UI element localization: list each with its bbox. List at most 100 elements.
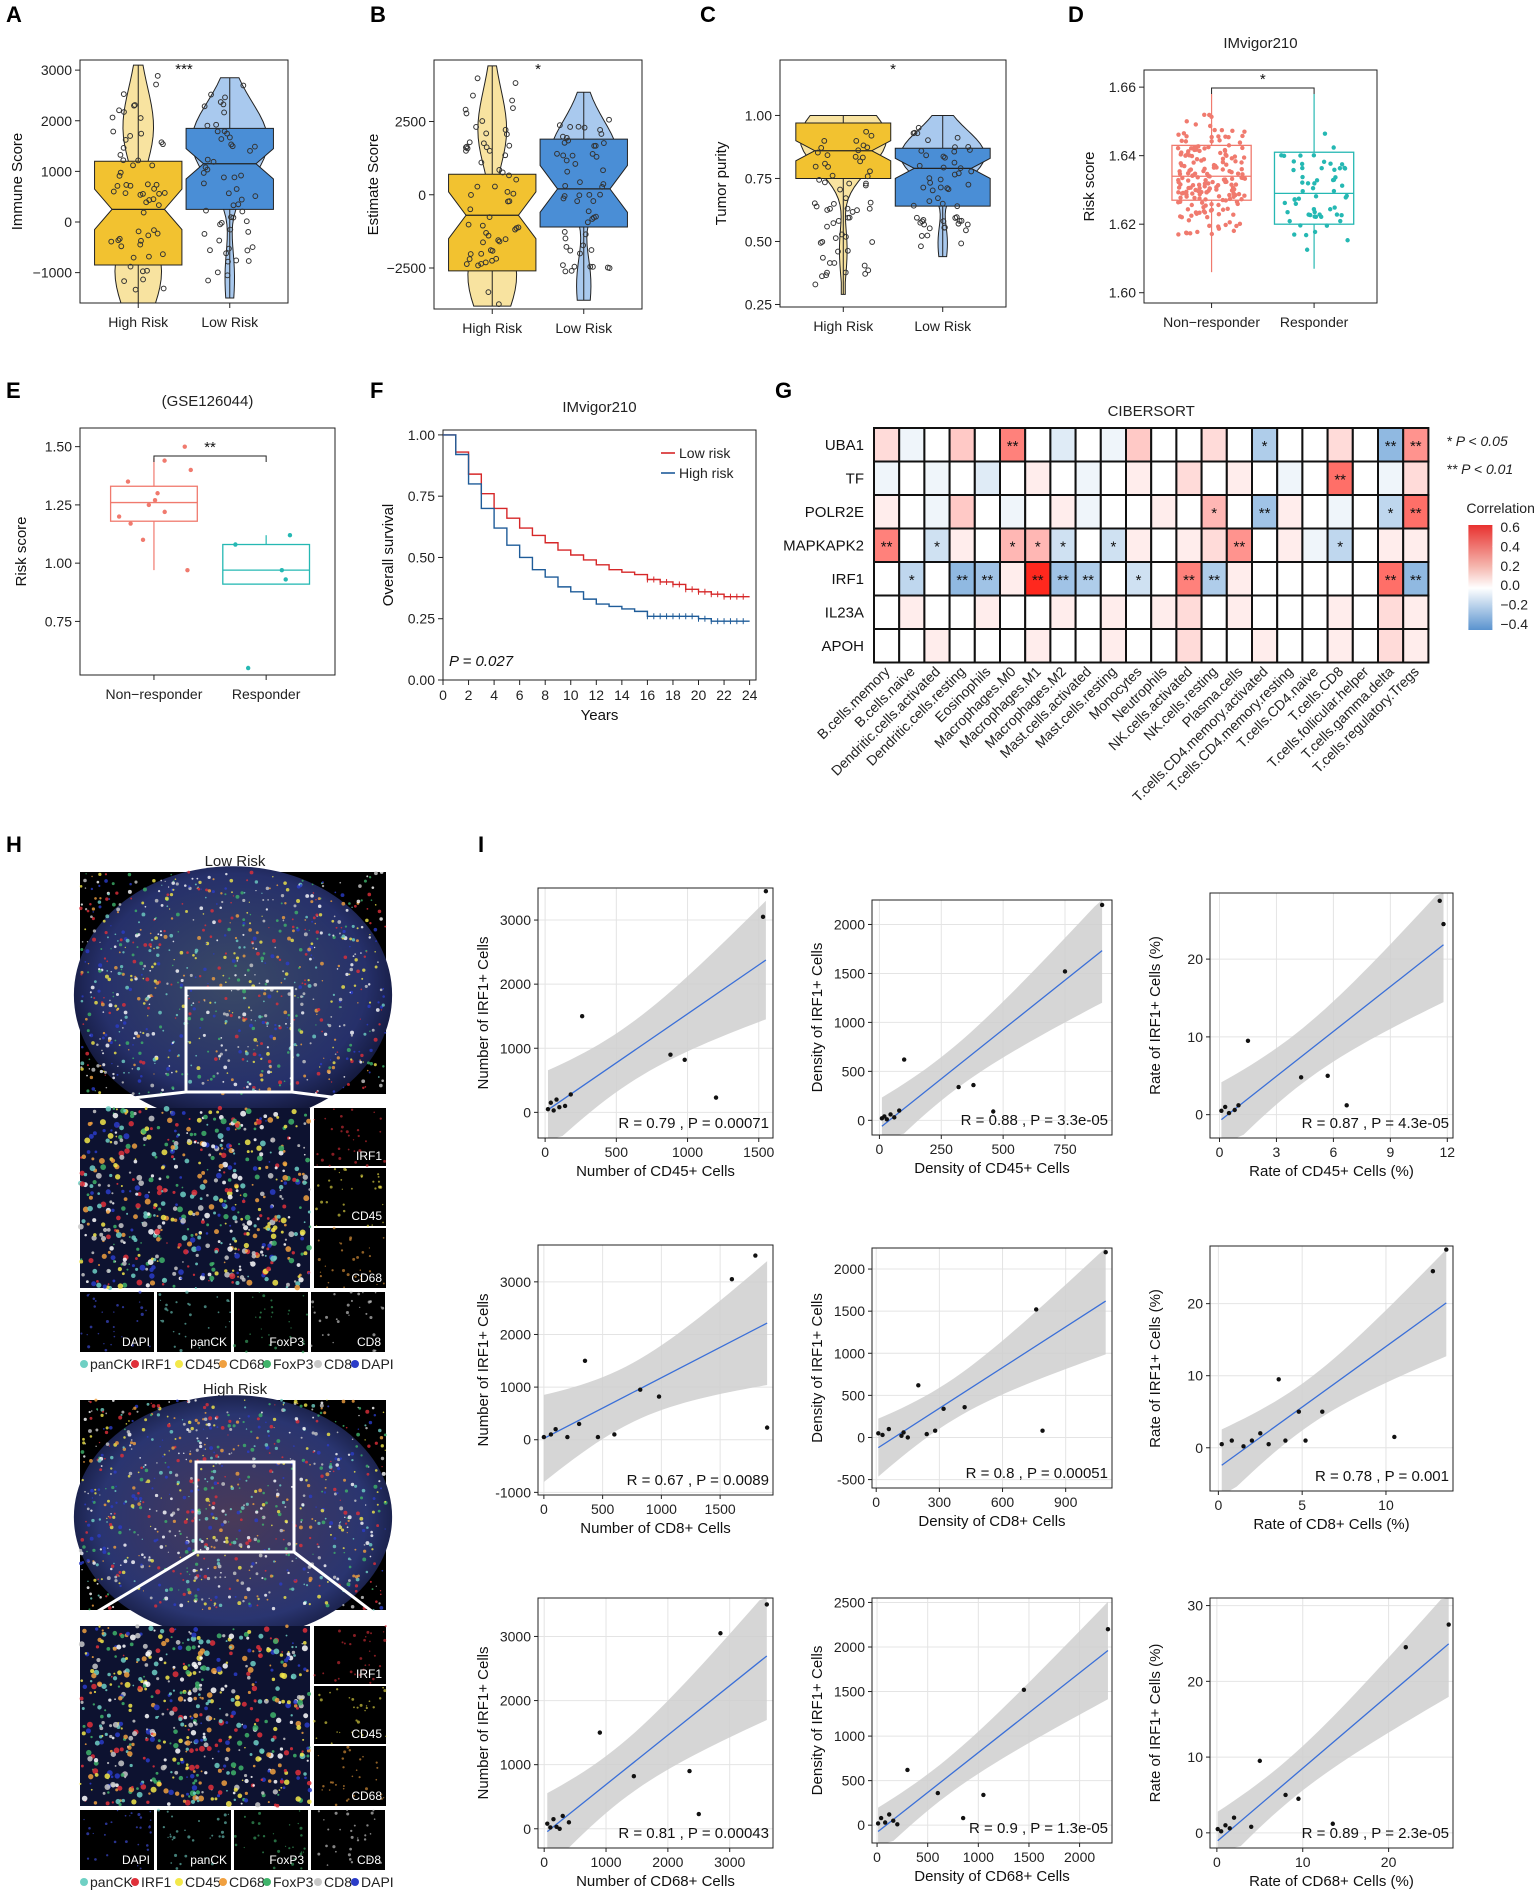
cell-dot — [92, 1561, 96, 1565]
cell-dot — [82, 1684, 88, 1690]
data-point — [812, 163, 819, 170]
cell-dot — [379, 1117, 382, 1120]
cell-dot — [186, 1126, 191, 1132]
heat-cell — [1175, 561, 1203, 597]
cell-dot — [211, 1486, 214, 1490]
cell-dot — [140, 1312, 144, 1316]
y-axis-label: Rate of IRF1+ Cells (%) — [1147, 1289, 1164, 1448]
data-point — [1322, 131, 1328, 136]
cell-dot — [279, 1747, 284, 1751]
cell-dot — [207, 1079, 209, 1082]
data-point — [595, 1434, 601, 1440]
cell-dot — [175, 1013, 179, 1017]
cell-dot — [241, 1199, 246, 1204]
cell-dot — [227, 1813, 230, 1816]
data-point — [510, 190, 517, 197]
cell-dot — [366, 1224, 370, 1228]
cell-dot — [288, 1257, 295, 1264]
cell-dot — [86, 1294, 90, 1297]
data-point — [251, 143, 258, 150]
cell-dot — [159, 1445, 161, 1448]
cell-dot — [343, 1024, 346, 1027]
cell-dot — [199, 1275, 205, 1281]
cell-dot — [281, 1500, 286, 1505]
cell-dot — [135, 1267, 139, 1271]
cell-dot — [223, 1540, 226, 1544]
cell-dot — [323, 1032, 328, 1036]
cell-dot — [128, 1236, 131, 1239]
cell-dot — [276, 990, 279, 993]
cell-dot — [361, 1733, 364, 1737]
cell-dot — [232, 1237, 236, 1241]
cell-dot — [82, 1724, 86, 1728]
km-curve-1 — [443, 434, 750, 622]
cell-dot — [351, 1731, 353, 1734]
cell-dot — [143, 964, 147, 968]
data-point — [499, 169, 506, 176]
cell-dot — [192, 1781, 196, 1785]
y-tick-label: 0.75 — [45, 613, 72, 629]
cell-dot — [279, 1528, 284, 1533]
cell-dot — [294, 910, 299, 915]
cell-dot — [262, 952, 266, 955]
cell-dot — [110, 948, 112, 950]
cell-dot — [326, 1399, 328, 1401]
heat-cell — [1175, 460, 1203, 496]
cell-dot — [203, 1179, 208, 1184]
cell-dot — [301, 1642, 304, 1645]
cell-dot — [300, 1521, 303, 1523]
cell-dot — [288, 1136, 291, 1140]
cell-dot — [220, 1152, 227, 1159]
cell-dot — [328, 933, 331, 936]
data-point — [818, 145, 825, 151]
x-axis-label: Rate of CD45+ Cells (%) — [1249, 1163, 1414, 1180]
cell-dot — [104, 1348, 108, 1352]
legend-entry-2: CD45 — [185, 1874, 221, 1890]
cell-dot — [330, 1742, 333, 1745]
heat-cell — [1351, 628, 1380, 664]
cell-dot — [317, 1594, 321, 1599]
cell-dot — [320, 961, 324, 966]
data-point — [580, 242, 587, 249]
cell-dot — [182, 1495, 187, 1500]
cell-dot — [247, 1475, 251, 1479]
cell-dot — [101, 1222, 106, 1227]
cell-dot — [273, 1426, 275, 1429]
cell-dot — [256, 1044, 259, 1047]
cell-dot — [81, 1795, 88, 1802]
x-tick-label: 1000 — [672, 1144, 703, 1160]
cell-dot — [320, 1401, 324, 1405]
heat-star: ** — [956, 572, 968, 589]
cell-dot — [259, 1214, 263, 1218]
cell-dot — [80, 1258, 83, 1261]
cell-dot — [252, 947, 255, 949]
cell-dot — [139, 1264, 146, 1271]
cell-dot — [151, 1438, 154, 1441]
cell-dot — [123, 1436, 126, 1439]
cell-dot — [128, 1121, 134, 1127]
cell-dot — [104, 1773, 111, 1779]
cell-dot — [171, 1511, 176, 1515]
data-point — [492, 183, 498, 190]
cell-dot — [277, 1793, 280, 1796]
x-tick-label: 1000 — [646, 1501, 677, 1517]
cell-dot — [212, 1014, 216, 1018]
cell-dot — [193, 1721, 196, 1724]
cell-dot — [165, 1653, 168, 1656]
cell-dot — [374, 950, 376, 953]
cell-dot — [222, 1180, 227, 1185]
cell-dot — [315, 898, 317, 901]
cell-dot — [233, 1082, 238, 1087]
cell-dot — [267, 1547, 271, 1551]
data-point — [122, 190, 129, 197]
cell-dot — [110, 1781, 116, 1788]
cell-dot — [112, 1646, 117, 1651]
cell-dot — [340, 1006, 342, 1008]
cell-dot — [313, 1462, 316, 1465]
data-point — [1202, 146, 1207, 151]
cell-dot — [381, 1466, 383, 1468]
cell-dot — [114, 1655, 117, 1658]
cell-dot — [106, 1854, 109, 1857]
cell-dot — [235, 956, 240, 960]
cell-dot — [174, 1791, 180, 1796]
